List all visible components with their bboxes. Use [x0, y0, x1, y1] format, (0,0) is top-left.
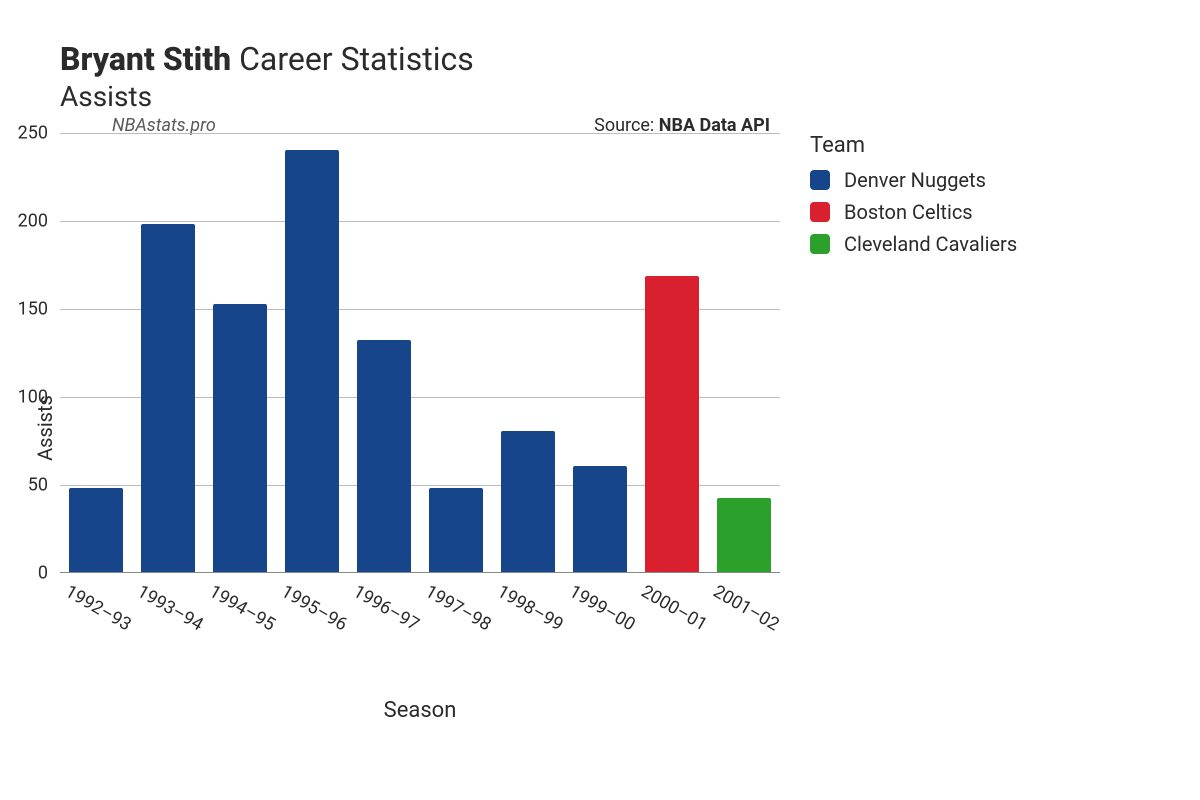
title-suffix: Career Statistics	[239, 40, 474, 78]
bar	[429, 488, 482, 572]
y-tick-label: 0	[38, 563, 48, 584]
gridline	[60, 133, 780, 134]
legend: Team Denver Nuggets Boston Celtics Clevela…	[810, 133, 1017, 723]
x-tick-label: 1995–96	[278, 581, 351, 635]
plot-column: Assists NBAstats.pro Source: NBA Data AP…	[60, 133, 780, 723]
legend-item: Boston Celtics	[810, 200, 1017, 224]
x-tick-label: 2001–02	[710, 581, 783, 635]
bar	[501, 431, 554, 572]
x-tick-label: 1994–95	[206, 581, 279, 635]
bar	[285, 150, 338, 572]
x-tick-label: 1999–00	[566, 581, 639, 635]
bar	[141, 224, 194, 572]
chart-subtitle: Assists	[60, 80, 1170, 113]
title-block: Bryant Stith Career Statistics Assists	[60, 40, 1170, 113]
y-tick-label: 200	[18, 211, 48, 232]
legend-swatch	[810, 234, 830, 254]
gridline	[60, 221, 780, 222]
bar	[213, 304, 266, 572]
legend-item: Denver Nuggets	[810, 168, 1017, 192]
bar	[573, 466, 626, 572]
legend-label: Denver Nuggets	[844, 168, 986, 192]
y-tick-label: 100	[18, 387, 48, 408]
bar	[69, 488, 122, 572]
legend-swatch	[810, 202, 830, 222]
x-axis-label: Season	[60, 698, 780, 723]
x-tick-label: 1996–97	[350, 581, 423, 635]
y-tick-label: 50	[28, 475, 48, 496]
chart-body: Assists NBAstats.pro Source: NBA Data AP…	[60, 133, 1170, 723]
x-tick-label: 1998–99	[494, 581, 567, 635]
legend-swatch	[810, 170, 830, 190]
bar	[357, 340, 410, 572]
legend-item: Cleveland Cavaliers	[810, 232, 1017, 256]
plot-area: 050100150200250	[60, 133, 780, 573]
legend-label: Cleveland Cavaliers	[844, 232, 1017, 256]
x-axis-ticks: 1992–931993–941994–951995–961996–971997–…	[60, 573, 780, 643]
legend-label: Boston Celtics	[844, 200, 973, 224]
x-tick-label: 1997–98	[422, 581, 495, 635]
x-tick-label: 2000–01	[638, 581, 711, 635]
y-tick-label: 150	[18, 299, 48, 320]
legend-title: Team	[810, 133, 1017, 158]
y-tick-label: 250	[18, 123, 48, 144]
bar	[717, 498, 770, 572]
x-tick-label: 1993–94	[134, 581, 207, 635]
x-tick-label: 1992–93	[62, 581, 135, 635]
player-name: Bryant Stith	[60, 40, 231, 78]
chart-title: Bryant Stith Career Statistics	[60, 40, 1170, 78]
bar	[645, 276, 698, 572]
chart-container: Bryant Stith Career Statistics Assists A…	[0, 0, 1200, 800]
